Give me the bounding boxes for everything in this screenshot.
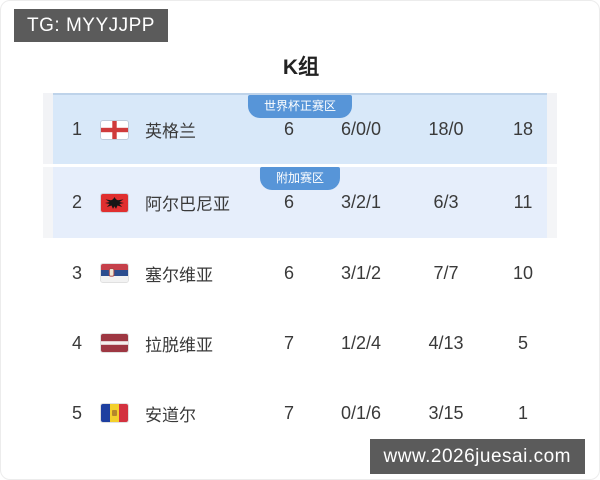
group-title: K组 xyxy=(282,56,320,79)
points-cell: 5 xyxy=(517,332,528,353)
rank-cell: 5 xyxy=(71,402,82,423)
rank-cell: 4 xyxy=(71,332,82,353)
standings-table: 世界杯正赛区 1 英格兰 6 6/0/0 18/0 18 附加赛区 2 阿尔巴尼… xyxy=(53,93,547,448)
win-draw-loss-cell: 0/1/6 xyxy=(340,402,382,423)
matches-played-cell: 7 xyxy=(283,332,294,353)
site-watermark: www.2026juesai.com xyxy=(369,439,585,474)
zone-badge: 附加赛区 xyxy=(259,167,341,190)
points-cell: 11 xyxy=(513,192,533,212)
win-draw-loss-cell: 6/0/0 xyxy=(340,119,382,139)
rank-cell: 3 xyxy=(71,262,82,283)
win-draw-loss-cell: 3/1/2 xyxy=(340,262,382,283)
goals-for-against-cell: 4/13 xyxy=(428,332,464,353)
points-cell: 10 xyxy=(512,262,534,283)
table-row[interactable]: 5 安道尔 7 0/1/6 3/15 1 xyxy=(53,378,547,448)
table-row[interactable]: 3 塞尔维亚 6 3/1/2 7/7 10 xyxy=(53,238,547,308)
rank-cell: 1 xyxy=(71,119,82,139)
matches-played-cell: 6 xyxy=(283,262,294,283)
serbia-flag-icon xyxy=(101,264,128,282)
goals-for-against-cell: 6/3 xyxy=(433,192,459,212)
matches-played-cell: 6 xyxy=(283,192,294,212)
albania-flag-icon xyxy=(101,193,128,212)
team-name-cell: 安道尔 xyxy=(145,405,196,425)
team-name-cell: 阿尔巴尼亚 xyxy=(145,195,230,214)
andorra-flag-icon xyxy=(101,404,128,422)
points-cell: 1 xyxy=(517,402,528,423)
team-name-cell: 塞尔维亚 xyxy=(145,265,213,285)
telegram-contact-badge: TG: MYYJJPP xyxy=(14,9,168,42)
table-row[interactable]: 附加赛区 2 阿尔巴尼亚 6 3/2/1 6/3 11 xyxy=(53,167,547,238)
zone-badge: 世界杯正赛区 xyxy=(247,95,353,118)
table-row[interactable]: 4 拉脱维亚 7 1/2/4 4/13 5 xyxy=(53,308,547,378)
goals-for-against-cell: 18/0 xyxy=(428,119,464,139)
matches-played-cell: 6 xyxy=(283,119,294,139)
win-draw-loss-cell: 1/2/4 xyxy=(340,332,382,353)
points-cell: 18 xyxy=(512,119,534,139)
team-name-cell: 拉脱维亚 xyxy=(145,335,213,355)
goals-for-against-cell: 7/7 xyxy=(433,262,459,283)
latvia-flag-icon xyxy=(101,334,128,352)
rank-cell: 2 xyxy=(71,192,82,212)
team-name-cell: 英格兰 xyxy=(145,122,196,141)
england-flag-icon xyxy=(101,120,128,139)
table-row[interactable]: 世界杯正赛区 1 英格兰 6 6/0/0 18/0 18 xyxy=(53,93,547,164)
goals-for-against-cell: 3/15 xyxy=(428,402,464,423)
matches-played-cell: 7 xyxy=(283,402,294,423)
win-draw-loss-cell: 3/2/1 xyxy=(340,192,382,212)
